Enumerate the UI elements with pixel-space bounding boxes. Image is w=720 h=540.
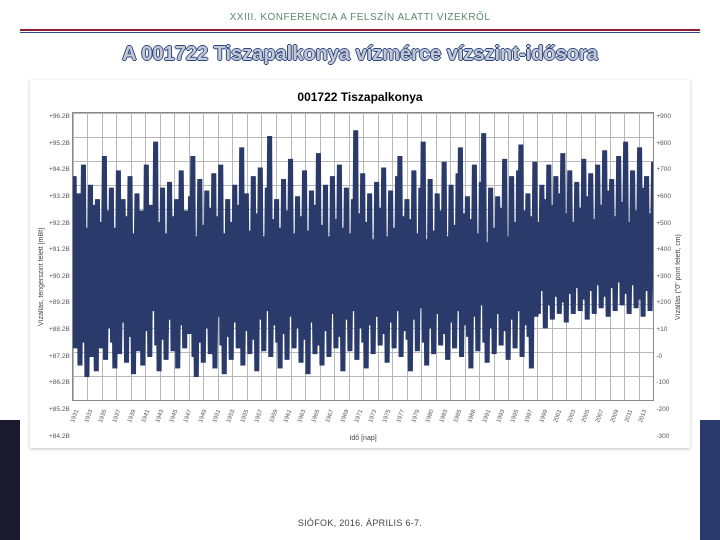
rule-blue — [20, 32, 700, 33]
footer-text: SIÓFOK, 2016. ÁPRILIS 6-7. — [0, 518, 720, 528]
time-series-line — [73, 113, 654, 400]
plot-area — [72, 112, 655, 401]
y-axis-right-label: Vízállás ("0" pont felett, cm) — [673, 112, 684, 442]
y-axis-left-ticks: +96.2B+95.2B+94.2B+93.2B+92.2B+91.2B+90.… — [47, 112, 72, 442]
chart-card: 001722 Tiszapalkonya Vízállás, tengerszi… — [30, 80, 690, 448]
chart-frame: Vízállás, tengerszint felett [mBf] +96.2… — [36, 112, 684, 442]
y-axis-left-label: Vízállás, tengerszint felett [mBf] — [36, 112, 47, 442]
x-axis-ticks: 1931193319351937193919411943194519471949… — [72, 401, 655, 433]
chart-title: 001722 Tiszapalkonya — [36, 86, 684, 112]
slide-title: A 001722 Tiszapalkonya vízmérce vízszint… — [0, 43, 720, 66]
conference-header: XXIII. KONFERENCIA A FELSZÍN ALATTI VIZE… — [0, 0, 720, 29]
x-axis-label: Idő [nap] — [72, 433, 655, 442]
rule-red — [20, 29, 700, 31]
y-axis-right-ticks: +900+800+700+600+500+400+300+200+10-0-10… — [654, 112, 673, 442]
